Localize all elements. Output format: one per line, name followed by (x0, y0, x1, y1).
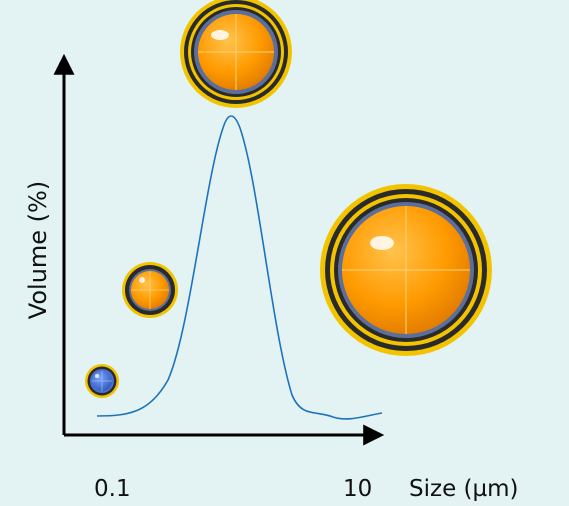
size-distribution-curve (96, 115, 383, 420)
medium-orange-droplet (180, 0, 292, 108)
x-axis-label: Size (µm) (409, 476, 519, 502)
x-tick-high: 10 (343, 476, 372, 502)
y-axis-label: Volume (%) (24, 181, 52, 319)
small-orange-droplet (122, 262, 178, 318)
x-tick-low: 0.1 (94, 476, 131, 502)
small-blue-droplet (85, 364, 119, 398)
large-orange-droplet (320, 184, 492, 356)
